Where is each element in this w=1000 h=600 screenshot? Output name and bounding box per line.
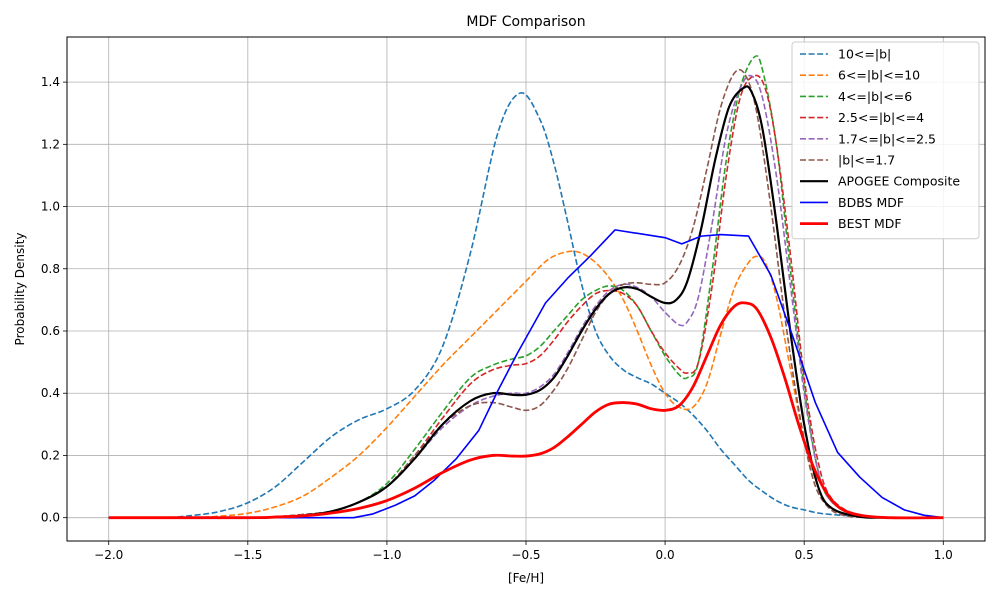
x-tick-label: −0.5	[511, 548, 540, 562]
y-tick-label: 0.2	[41, 448, 60, 462]
series-line-3	[108, 74, 944, 519]
y-tick-label: 0.6	[41, 324, 60, 338]
y-tick-label: 1.0	[41, 200, 60, 214]
x-tick-label: −1.5	[233, 548, 262, 562]
legend: 10<=|b| 6<=|b|<=10 4<=|b|<=6 2.5<=|b|<=4 1.7…	[791, 41, 980, 240]
y-axis-title: Probability Density	[13, 233, 27, 346]
legend-label: BEST MDF	[838, 216, 902, 231]
axis-ticks: −2.0 −1.5 −1.0 −0.5 0.0 0.5 1.0 0.0 0.2 0.4 0.6 0.8…	[41, 75, 953, 562]
legend-label: |b|<=1.7	[838, 153, 895, 168]
chart-title: MDF Comparison	[466, 14, 585, 30]
legend-box	[791, 41, 980, 240]
series-line-6	[108, 85, 944, 519]
legend-label: 2.5<=|b|<=4	[838, 110, 924, 125]
x-tick-label: −2.0	[94, 548, 123, 562]
y-tick-label: 1.2	[41, 137, 60, 151]
x-tick-label: 0.5	[795, 548, 814, 562]
y-tick-label: 0.4	[41, 386, 60, 400]
series-line-8	[108, 301, 944, 520]
legend-label: 10<=|b|	[838, 47, 891, 62]
y-tick-label: 0.8	[41, 262, 60, 276]
legend-label: 4<=|b|<=6	[838, 89, 912, 104]
legend-label: APOGEE Composite	[838, 174, 960, 189]
y-tick-label: 0.0	[41, 511, 60, 525]
legend-label: 1.7<=|b|<=2.5	[838, 131, 936, 146]
series-line-7	[108, 229, 944, 519]
series-lines	[108, 55, 944, 520]
legend-label: 6<=|b|<=10	[838, 68, 920, 83]
series-line-1	[108, 250, 944, 519]
x-tick-label: −1.0	[372, 548, 401, 562]
x-axis-title: [Fe/H]	[508, 571, 544, 585]
series-line-0	[108, 92, 944, 519]
legend-label: BDBS MDF	[838, 195, 904, 210]
y-tick-label: 1.4	[41, 75, 60, 89]
x-tick-label: 1.0	[934, 548, 953, 562]
x-tick-label: 0.0	[656, 548, 675, 562]
